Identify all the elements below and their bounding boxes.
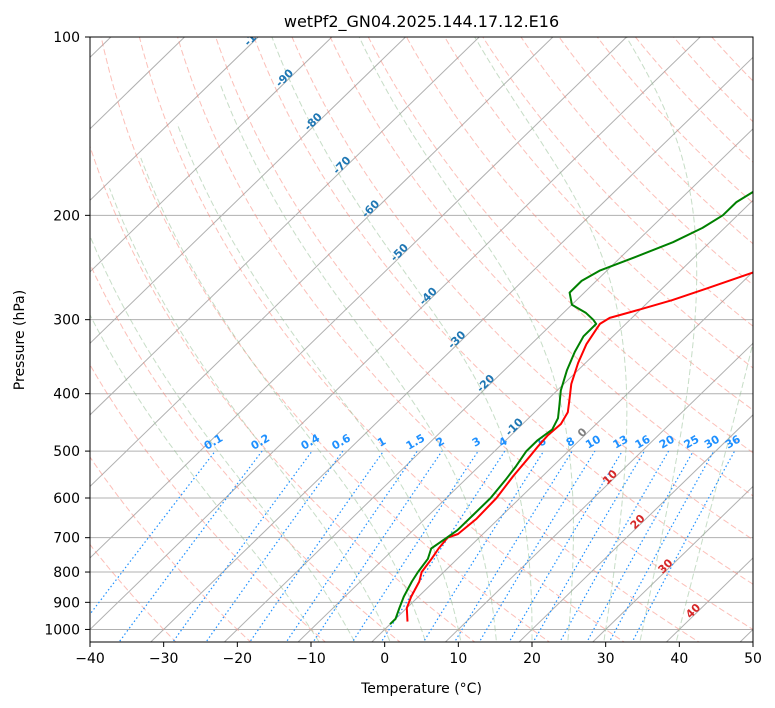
y-tick-label: 100 <box>53 30 80 46</box>
isotherm-line <box>90 37 407 345</box>
mixing-ratio-line <box>532 450 645 642</box>
x-tick-label: 0 <box>380 651 389 667</box>
mixing-ratio-line <box>172 450 313 642</box>
moist-adiabat-line <box>271 37 533 642</box>
y-tick-label: 600 <box>53 491 80 507</box>
moist-adiabat-line <box>474 37 628 642</box>
dry-adiabat-line <box>138 37 626 642</box>
isotherm-line <box>371 271 753 642</box>
x-tick-label: −20 <box>223 651 253 667</box>
isotherm-line <box>150 56 753 642</box>
x-tick-label: −40 <box>75 651 105 667</box>
mixing-ratio-lines <box>90 450 736 642</box>
moist-adiabat-line <box>90 234 356 642</box>
y-tick-label: 400 <box>53 387 80 403</box>
x-tick-label: 20 <box>523 651 541 667</box>
profile-line <box>389 190 753 625</box>
dry-adiabat-line <box>90 263 401 642</box>
y-tick-label: 500 <box>53 444 80 460</box>
moist-adiabat-line <box>140 157 427 642</box>
mixing-ratio-line <box>559 450 670 642</box>
isotherm-line <box>297 199 753 642</box>
dry-adiabat-line <box>100 37 551 642</box>
dry-adiabat-line <box>90 363 327 642</box>
profile-line <box>405 271 753 622</box>
x-tick-label: −10 <box>296 651 326 667</box>
isotherm-line <box>90 37 480 416</box>
dry-adiabat-line <box>520 37 753 286</box>
mixing-ratio-line <box>453 450 573 642</box>
mixing-ratio-line <box>285 450 418 642</box>
mixing-ratio-line <box>631 450 736 642</box>
dry-adiabat-line <box>90 144 476 642</box>
y-axis-title: Pressure (hPa) <box>12 290 28 390</box>
isotherm-line <box>90 37 333 273</box>
dry-adiabat-line <box>90 543 177 642</box>
isotherm-line <box>90 37 259 202</box>
moist-adiabat-line <box>219 83 497 642</box>
dry-adiabat-line <box>291 37 753 541</box>
moist-adiabat-line <box>90 313 320 642</box>
mixing-ratio-line <box>478 450 596 642</box>
y-tick-label: 300 <box>53 313 80 329</box>
y-tick-label: 200 <box>53 208 80 224</box>
x-tick-label: 50 <box>744 651 762 667</box>
y-tick-label: 800 <box>53 565 80 581</box>
isotherm-line <box>90 37 554 488</box>
profile-series <box>389 190 753 625</box>
mixing-ratio-line <box>586 450 694 642</box>
y-tick-label: 700 <box>53 531 80 547</box>
x-tick-label: −30 <box>149 651 179 667</box>
mixing-ratio-line <box>608 450 715 642</box>
x-tick-label: 30 <box>597 651 615 667</box>
moist-adiabat-lines <box>90 37 753 642</box>
x-tick-label: 10 <box>449 651 467 667</box>
y-axis-ticks: 100 200 300 400 500 600 700 800 900 1000 <box>44 30 90 638</box>
mixing-ratio-line <box>351 450 479 642</box>
mixing-ratio-line <box>422 450 545 642</box>
plot-frame <box>89 36 754 643</box>
mixing-ratio-line <box>508 450 623 642</box>
isotherm-line <box>592 485 753 642</box>
mixing-ratio-line <box>312 450 443 642</box>
dry-adiabat-line <box>329 37 753 497</box>
y-tick-label: 1000 <box>44 622 80 638</box>
isotherm-line <box>223 128 753 642</box>
x-tick-label: 40 <box>670 651 688 667</box>
dry-adiabat-line <box>444 37 753 369</box>
isotherm-line <box>90 37 701 631</box>
isotherm-line <box>90 37 628 559</box>
moist-adiabat-line <box>358 37 574 642</box>
x-axis-title: Temperature (°C) <box>360 681 482 697</box>
isotherm-line <box>444 342 753 642</box>
moist-adiabat-line <box>625 37 698 642</box>
mixing-ratio-line <box>380 450 506 642</box>
mixing-ratio-line <box>90 450 216 616</box>
chart-title: wetPf2_GN04.2025.144.17.12.E16 <box>284 12 559 32</box>
dry-adiabat-label: -100 <box>241 20 270 49</box>
moist-adiabat-line <box>176 123 462 642</box>
isotherm-line <box>90 37 186 130</box>
dry-adiabat-line <box>90 456 252 642</box>
y-tick-label: 900 <box>53 595 80 611</box>
mixing-ratio-line <box>205 450 344 642</box>
dry-adiabat-line <box>367 37 753 454</box>
x-axis-ticks: −40 −30 −20 −10 0 10 20 30 40 50 <box>75 642 762 667</box>
